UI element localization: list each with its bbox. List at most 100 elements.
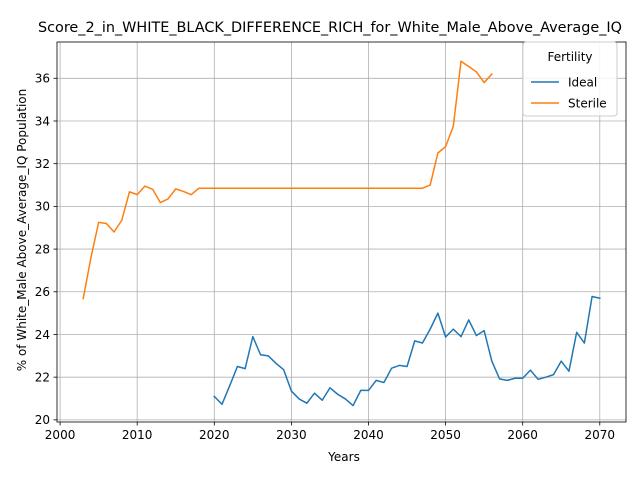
data-point-sterile — [321, 187, 323, 189]
data-point-ideal — [398, 364, 400, 367]
data-point-ideal — [259, 354, 262, 356]
data-point-ideal — [429, 328, 431, 330]
chart-title: Score_2_in_WHITE_BLACK_DIFFERENCE_RICH_f… — [38, 20, 622, 36]
data-point-sterile — [337, 187, 339, 189]
data-point-sterile — [283, 187, 285, 189]
y-tick-label: 32 — [35, 157, 50, 171]
data-point-sterile — [391, 187, 393, 189]
data-point-sterile — [491, 73, 493, 75]
x-tick-label: 2010 — [122, 428, 153, 442]
series-line-sterile — [82, 60, 493, 300]
data-point-sterile — [198, 187, 200, 189]
data-point-ideal — [383, 381, 385, 384]
y-tick-label: 26 — [35, 285, 50, 299]
data-point-ideal — [514, 377, 516, 379]
data-point-ideal — [329, 387, 331, 389]
data-point-sterile — [383, 187, 385, 189]
data-point-sterile — [205, 187, 208, 189]
data-point-sterile — [437, 152, 439, 154]
data-point-sterile — [229, 187, 231, 189]
data-point-sterile — [144, 185, 146, 187]
data-point-ideal — [545, 376, 547, 378]
data-point-ideal — [483, 330, 485, 332]
data-point-ideal — [337, 393, 339, 395]
data-point-sterile — [483, 81, 485, 84]
data-point-ideal — [498, 378, 501, 380]
data-point-sterile — [352, 187, 354, 189]
data-point-ideal — [468, 319, 470, 321]
y-tick-label: 36 — [35, 72, 50, 86]
data-point-ideal — [460, 336, 462, 338]
legend-label-sterile: Sterile — [568, 96, 607, 110]
data-point-ideal — [452, 328, 454, 330]
data-point-ideal — [406, 365, 408, 368]
data-point-sterile — [329, 187, 331, 189]
data-point-sterile — [398, 187, 400, 189]
x-tick-label: 2060 — [507, 428, 538, 442]
data-point-sterile — [475, 71, 478, 73]
data-point-sterile — [113, 231, 115, 233]
data-point-ideal — [491, 360, 493, 362]
plot-series — [82, 60, 601, 407]
data-point-ideal — [298, 398, 300, 400]
data-point-sterile — [298, 187, 300, 189]
data-point-ideal — [283, 369, 285, 371]
data-point-sterile — [82, 298, 84, 300]
y-tick-label: 28 — [35, 242, 50, 256]
data-point-sterile — [406, 187, 408, 189]
data-point-ideal — [236, 365, 239, 368]
data-point-ideal — [576, 331, 578, 333]
data-point-ideal — [583, 342, 585, 344]
x-tick-label: 2000 — [45, 428, 76, 442]
data-point-sterile — [98, 221, 100, 223]
x-tick-label: 2040 — [353, 428, 384, 442]
y-tick-label: 20 — [35, 413, 50, 427]
data-point-ideal — [391, 367, 393, 369]
y-axis-label: % of White_Male Above_Average_IQ Populat… — [15, 89, 29, 372]
legend: Fertility Ideal Sterile — [522, 41, 618, 117]
data-point-sterile — [190, 194, 192, 196]
data-point-ideal — [352, 404, 354, 407]
data-point-ideal — [221, 403, 223, 405]
data-point-ideal — [252, 336, 254, 338]
data-point-sterile — [367, 187, 370, 189]
data-point-sterile — [344, 187, 346, 189]
data-point-sterile — [90, 257, 92, 259]
x-axis-label: Years — [327, 450, 360, 464]
legend-box — [522, 41, 618, 117]
data-point-sterile — [152, 188, 154, 190]
data-point-ideal — [290, 390, 292, 392]
data-point-sterile — [167, 198, 169, 200]
data-point-sterile — [236, 187, 239, 189]
data-point-sterile — [136, 194, 138, 196]
data-point-sterile — [421, 187, 424, 189]
data-point-ideal — [344, 398, 346, 400]
data-point-ideal — [267, 355, 269, 357]
data-point-ideal — [306, 402, 308, 404]
data-point-ideal — [313, 392, 316, 394]
data-point-ideal — [375, 379, 377, 381]
legend-entries: Ideal Sterile — [531, 75, 607, 110]
data-point-ideal — [568, 370, 570, 372]
legend-label-ideal: Ideal — [568, 75, 597, 89]
data-point-ideal — [591, 295, 593, 298]
data-point-ideal — [321, 399, 323, 401]
data-point-sterile — [360, 187, 362, 189]
data-point-sterile — [244, 187, 246, 189]
data-point-ideal — [275, 362, 277, 364]
data-point-sterile — [105, 222, 107, 225]
data-point-sterile — [213, 187, 215, 189]
data-point-ideal — [213, 395, 215, 397]
data-point-sterile — [414, 187, 416, 189]
data-point-ideal — [360, 389, 362, 391]
y-tick-label: 24 — [35, 328, 50, 342]
data-point-ideal — [537, 378, 539, 380]
data-point-ideal — [560, 360, 562, 362]
y-tick-label: 34 — [35, 114, 50, 128]
data-point-sterile — [175, 188, 177, 190]
data-point-ideal — [552, 374, 555, 376]
x-tick-label: 2050 — [430, 428, 461, 442]
data-point-ideal — [367, 389, 370, 391]
data-point-sterile — [275, 187, 277, 189]
